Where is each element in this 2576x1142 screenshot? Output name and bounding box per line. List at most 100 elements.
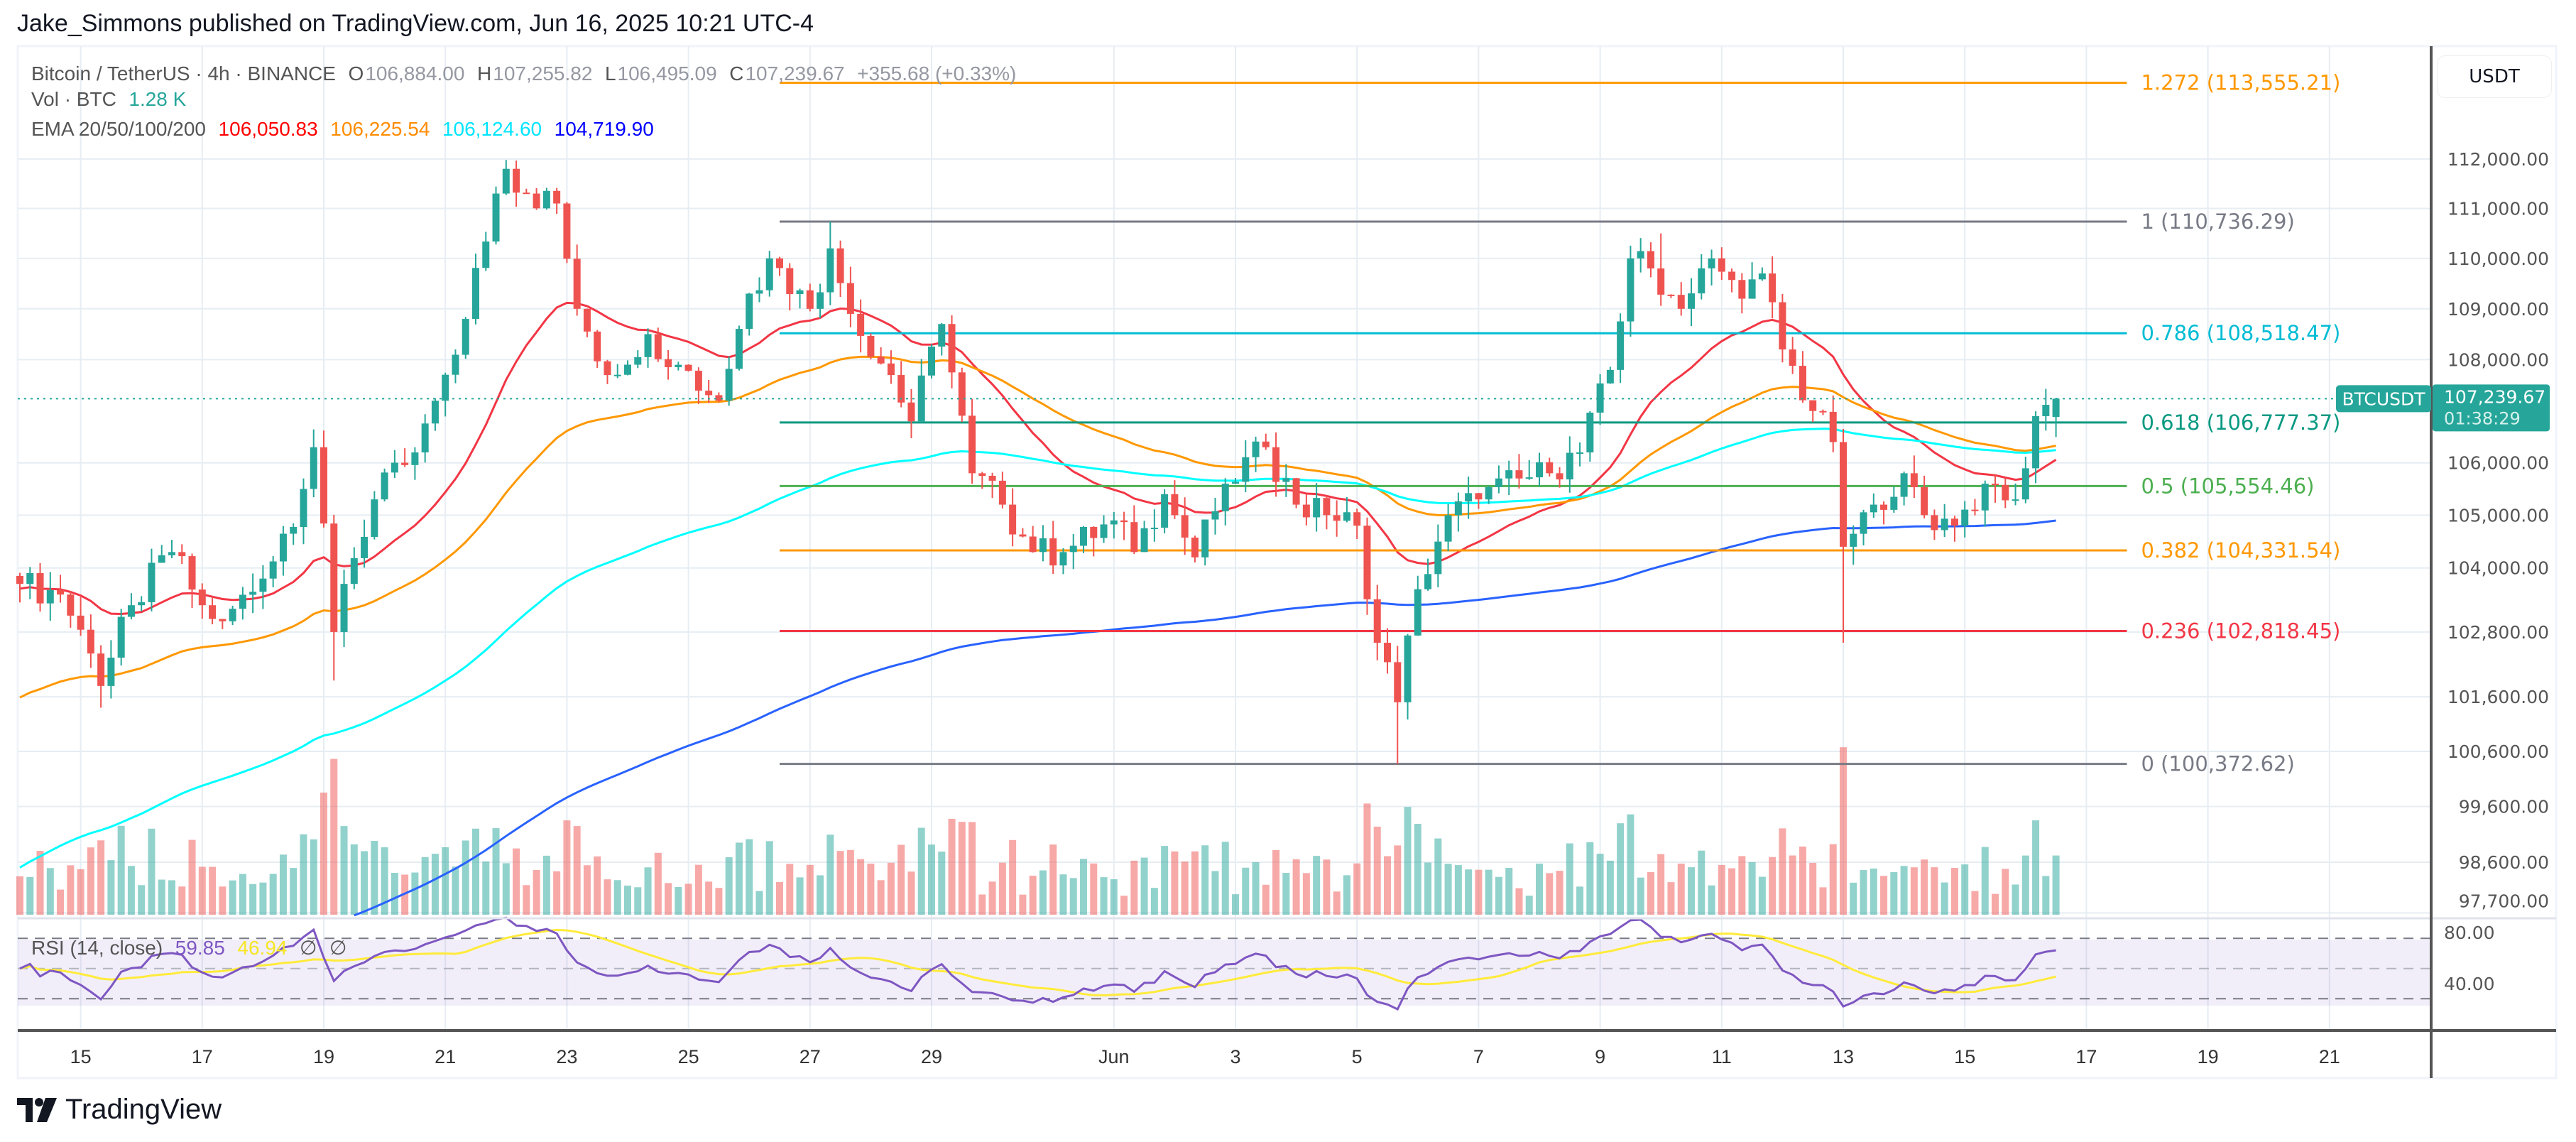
volume-bar — [1992, 893, 1999, 915]
candle — [1758, 267, 1766, 281]
volume-bar — [1049, 844, 1057, 915]
candle-body — [1698, 268, 1705, 294]
volume-bar — [796, 877, 804, 915]
candle-body — [665, 359, 672, 368]
candle — [1992, 474, 1999, 503]
volume-bar — [1384, 856, 1391, 915]
candle — [1424, 558, 1432, 591]
candle-body — [1475, 493, 1483, 500]
candle-body — [715, 395, 723, 401]
candle-body — [917, 375, 925, 422]
candle-body — [350, 558, 358, 584]
candle-body — [1120, 520, 1128, 523]
candle — [300, 478, 307, 545]
candle — [1748, 262, 1756, 299]
candle — [1910, 455, 1918, 499]
candle — [350, 547, 358, 589]
candle-body — [1708, 258, 1715, 268]
volume-bar — [1748, 862, 1756, 915]
candle-body — [624, 364, 631, 375]
price-axis[interactable]: 112,000.00 111,000.00 110,000.00 109,000.00… — [2444, 149, 2549, 994]
volume-bar — [1333, 891, 1341, 915]
close-label: C — [729, 62, 744, 85]
symbol-legend[interactable]: Bitcoin / TetherUS · 4h · BINANCE O106,8… — [31, 62, 1017, 85]
candle — [391, 450, 398, 479]
volume-bar — [978, 894, 986, 915]
candle-body — [2012, 499, 2019, 501]
candle — [371, 491, 378, 540]
time-axis[interactable]: 15 17 19 21 23 25 27 29 Jun 3 5 7 9 11 13 15 17 19 21 — [70, 1046, 2340, 1067]
candle — [1637, 238, 1644, 273]
candle-body — [219, 619, 227, 621]
date-tick-label: 19 — [2198, 1046, 2219, 1067]
volume-bar — [705, 881, 713, 915]
candle — [1556, 467, 1563, 488]
low-value: 106,495.09 — [617, 62, 717, 85]
candle-body — [1850, 533, 1857, 547]
candle-body — [1769, 273, 1777, 303]
tradingview-logo[interactable]: TradingView — [17, 1094, 222, 1126]
candle — [138, 596, 146, 611]
candle-body — [613, 374, 621, 376]
candle-body — [928, 347, 935, 376]
candle — [938, 322, 946, 356]
volume-bar — [624, 885, 631, 915]
volume-bar — [1921, 859, 1928, 915]
close-value: 107,239.67 — [745, 62, 845, 85]
candle — [1059, 548, 1067, 575]
candle — [148, 548, 155, 611]
candle — [340, 570, 348, 647]
candle — [1677, 282, 1685, 316]
ema50-line — [19, 355, 2056, 699]
candle-body — [1363, 526, 1371, 599]
candle-body — [391, 462, 398, 473]
volume-bar — [1404, 807, 1412, 915]
date-tick-label: 29 — [921, 1046, 942, 1067]
candle — [1384, 628, 1391, 674]
volume-bar — [67, 865, 75, 915]
candle-body — [1748, 279, 1756, 299]
candle — [401, 448, 409, 467]
volume-bar — [1809, 862, 1817, 915]
candle-body — [57, 589, 65, 595]
candle — [1242, 440, 1250, 493]
candle-body — [300, 489, 307, 528]
candle — [320, 430, 327, 528]
fibonacci-retracement[interactable]: 1.272 (113,555.21) 1 (110,736.29) 0.786 (1… — [780, 71, 2340, 776]
price-tick-label: 105,000.00 — [2447, 505, 2549, 526]
candle — [1323, 495, 1331, 530]
candle — [1080, 526, 1087, 553]
candle — [1981, 480, 1989, 527]
volume-bar — [26, 876, 34, 915]
volume-bar — [897, 844, 905, 915]
volume-bar — [178, 886, 186, 915]
candle-body — [877, 357, 885, 364]
candle-body — [897, 375, 905, 403]
candle — [1789, 337, 1796, 374]
candle-body — [1272, 447, 1280, 482]
volume-bar — [1718, 864, 1725, 915]
volume-label: Vol · BTC — [31, 88, 116, 110]
currency-button[interactable]: USDT — [2437, 55, 2552, 98]
candle — [1252, 436, 1260, 472]
candle-body — [107, 657, 115, 686]
candle — [57, 575, 65, 603]
last-price-label: 107,239.67 — [2444, 386, 2545, 407]
rsi-legend[interactable]: RSI (14, close) 59.85 46.94 ∅ ∅ — [31, 936, 348, 959]
volume-legend[interactable]: Vol · BTC 1.28 K — [31, 88, 187, 111]
volume-bar — [523, 885, 530, 915]
candle — [553, 187, 561, 214]
volume-bar — [2032, 820, 2040, 915]
ema-legend[interactable]: EMA 20/50/100/200 106,050.83 106,225.54 … — [31, 118, 655, 141]
volume-bar — [1171, 851, 1179, 915]
candle — [1039, 525, 1047, 562]
candle — [877, 347, 885, 365]
candle-body — [1586, 412, 1594, 453]
volume-bar — [168, 880, 175, 915]
volume-bar — [998, 862, 1006, 915]
volume-bar — [1201, 845, 1209, 915]
candle — [786, 263, 794, 311]
candle — [1850, 525, 1857, 565]
volume-bar — [1009, 839, 1017, 915]
